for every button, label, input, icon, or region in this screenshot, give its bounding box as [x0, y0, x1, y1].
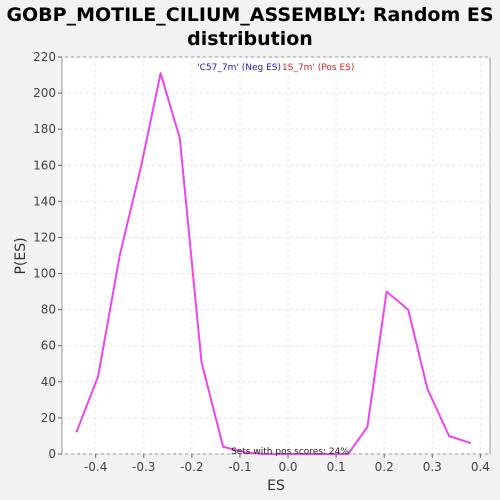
y-tick-label: 220 — [33, 50, 56, 64]
x-tick-label: -0.4 — [84, 460, 107, 474]
x-tick-label: 0.1 — [327, 460, 346, 474]
y-axis-label: P(ES) — [13, 237, 29, 274]
x-tick-label: -0.2 — [180, 460, 203, 474]
y-tick-label: 140 — [33, 194, 56, 208]
y-tick-label: 100 — [33, 267, 56, 281]
x-tick-label: -0.3 — [132, 460, 155, 474]
plot-area — [61, 56, 491, 455]
y-tick-label: 160 — [33, 158, 56, 172]
y-tick-label: 20 — [41, 411, 56, 425]
x-tick-label: 0.0 — [278, 460, 297, 474]
legend-entry-pos: 1S_7m' (Pos ES) — [282, 63, 354, 73]
pos-scores-annotation: Sets with pos scores: 24% — [231, 447, 349, 457]
y-tick-label: 60 — [41, 339, 56, 353]
y-tick-label: 180 — [33, 122, 56, 136]
x-tick-label: 0.3 — [423, 460, 442, 474]
x-tick-label: 0.4 — [471, 460, 490, 474]
x-axis-label: ES — [267, 478, 285, 494]
chart-title-line-2: distribution — [187, 28, 313, 50]
x-tick-label: -0.1 — [228, 460, 251, 474]
x-axis: -0.4 -0.3 -0.2 -0.1 0.0 0.1 0.2 0.3 0.4 — [84, 454, 490, 474]
y-tick-label: 40 — [41, 375, 56, 389]
series-line — [75, 72, 472, 455]
y-tick-label: 80 — [41, 303, 56, 317]
grid-lines — [62, 56, 490, 455]
y-tick-label: 200 — [33, 86, 56, 100]
y-tick-label: 120 — [33, 230, 56, 244]
y-tick-label: 0 — [48, 447, 56, 461]
x-tick-label: 0.2 — [375, 460, 394, 474]
legend-entry-neg: 'C57_7m' (Neg ES) — [197, 63, 281, 73]
y-axis: 0 20 40 60 80 100 120 140 160 180 200 220 — [33, 50, 62, 461]
chart-title-line-1: GOBP_MOTILE_CILIUM_ASSEMBLY: Random ES — [6, 4, 493, 26]
